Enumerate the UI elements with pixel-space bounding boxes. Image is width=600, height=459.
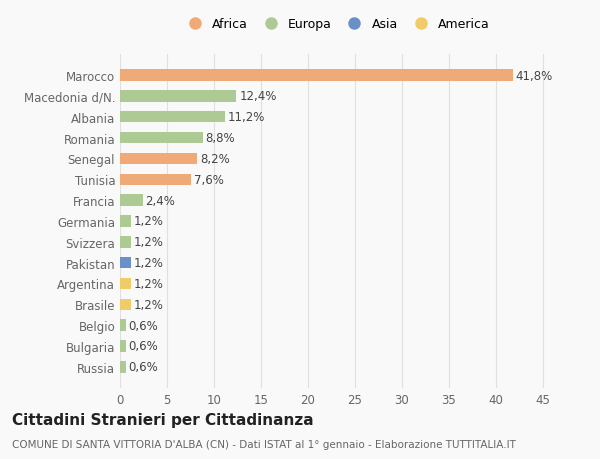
Text: 7,6%: 7,6% <box>194 174 224 186</box>
Bar <box>120 341 125 352</box>
Text: 12,4%: 12,4% <box>239 90 277 103</box>
Bar <box>120 133 203 144</box>
Bar <box>120 195 143 207</box>
Text: 11,2%: 11,2% <box>228 111 265 124</box>
Legend: Africa, Europa, Asia, America: Africa, Europa, Asia, America <box>182 18 490 31</box>
Bar <box>120 174 191 185</box>
Text: COMUNE DI SANTA VITTORIA D'ALBA (CN) - Dati ISTAT al 1° gennaio - Elaborazione T: COMUNE DI SANTA VITTORIA D'ALBA (CN) - D… <box>12 440 516 449</box>
Text: 8,8%: 8,8% <box>205 132 235 145</box>
Bar <box>120 70 512 82</box>
Text: 2,4%: 2,4% <box>145 194 175 207</box>
Bar <box>120 320 125 331</box>
Text: 1,2%: 1,2% <box>134 298 164 311</box>
Text: Cittadini Stranieri per Cittadinanza: Cittadini Stranieri per Cittadinanza <box>12 413 314 428</box>
Bar <box>120 112 225 123</box>
Text: 1,2%: 1,2% <box>134 277 164 291</box>
Text: 1,2%: 1,2% <box>134 236 164 249</box>
Bar <box>120 361 125 373</box>
Bar <box>120 216 131 227</box>
Text: 8,2%: 8,2% <box>200 152 230 166</box>
Bar <box>120 91 236 102</box>
Text: 1,2%: 1,2% <box>134 257 164 269</box>
Bar <box>120 278 131 290</box>
Text: 0,6%: 0,6% <box>128 319 158 332</box>
Text: 41,8%: 41,8% <box>515 69 553 83</box>
Bar <box>120 257 131 269</box>
Bar <box>120 153 197 165</box>
Text: 1,2%: 1,2% <box>134 215 164 228</box>
Bar <box>120 299 131 310</box>
Text: 0,6%: 0,6% <box>128 360 158 374</box>
Bar <box>120 236 131 248</box>
Text: 0,6%: 0,6% <box>128 340 158 353</box>
